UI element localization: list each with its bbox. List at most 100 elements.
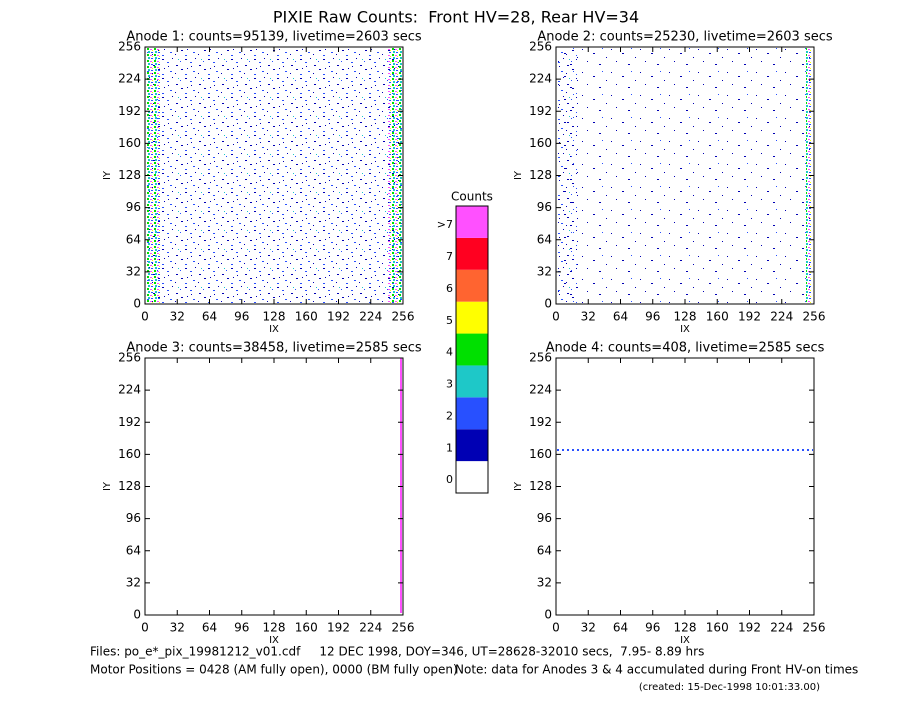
x-tick-label: 96 — [645, 621, 660, 635]
y-tick-label: 128 — [529, 479, 552, 493]
x-tick-label: 224 — [770, 310, 793, 324]
x-tick-label: 160 — [295, 310, 318, 324]
colorbar-swatch — [456, 397, 488, 430]
y-tick-label: 128 — [118, 168, 141, 182]
y-tick-label: 224 — [529, 383, 552, 397]
x-tick-label: 96 — [234, 310, 249, 324]
colorbar-title: Counts — [451, 190, 493, 204]
y-tick-label: 64 — [126, 232, 141, 246]
x-tick-label: 256 — [803, 621, 826, 635]
colorbar-label: 5 — [446, 314, 453, 327]
colorbar-swatch — [456, 237, 488, 270]
footer-files: Files: po_e*_pix_19981212_v01.cdf 12 DEC… — [90, 645, 704, 659]
y-tick-label: 160 — [118, 136, 141, 150]
x-tick-label: 0 — [552, 621, 560, 635]
y-tick-label: 256 — [529, 351, 552, 365]
y-tick-label: 160 — [529, 447, 552, 461]
y-tick-label: 64 — [537, 232, 552, 246]
colorbar-swatch — [456, 365, 488, 398]
colorbar-swatch — [456, 333, 488, 366]
x-tick-label: 96 — [234, 621, 249, 635]
x-tick-label: 32 — [170, 621, 185, 635]
colorbar-label: >7 — [437, 218, 453, 231]
y-tick-label: 160 — [529, 136, 552, 150]
x-tick-label: 32 — [170, 310, 185, 324]
x-axis-label: IX — [269, 324, 279, 335]
plot-frame — [144, 357, 404, 616]
y-tick-label: 64 — [126, 543, 141, 557]
y-tick-label: 224 — [529, 72, 552, 86]
colorbar-label: 6 — [446, 282, 453, 295]
x-tick-label: 64 — [202, 310, 217, 324]
x-tick-label: 128 — [263, 621, 286, 635]
y-tick-label: 32 — [126, 575, 141, 589]
colorbar-label: 4 — [446, 346, 453, 359]
y-tick-label: 32 — [537, 575, 552, 589]
y-tick-label: 256 — [118, 40, 141, 54]
colorbar-swatch — [456, 429, 488, 462]
colorbar-label: 2 — [446, 409, 453, 422]
y-tick-label: 96 — [537, 200, 552, 214]
x-tick-label: 128 — [674, 621, 697, 635]
y-tick-label: 192 — [118, 415, 141, 429]
x-tick-label: 256 — [803, 310, 826, 324]
x-tick-label: 0 — [141, 310, 149, 324]
colorbar-label: 0 — [446, 473, 453, 486]
y-axis-label: IY — [513, 170, 524, 180]
y-tick-label: 128 — [529, 168, 552, 182]
y-axis-label: IY — [102, 170, 113, 180]
footer-note: Note: data for Anodes 3 & 4 accumulated … — [455, 663, 858, 677]
panel-title: Anode 4: counts=408, livetime=2585 secs — [546, 341, 825, 356]
x-tick-label: 224 — [359, 621, 382, 635]
colorbar-swatch — [456, 269, 488, 302]
x-tick-label: 0 — [141, 621, 149, 635]
x-tick-label: 192 — [738, 621, 761, 635]
x-tick-label: 224 — [770, 621, 793, 635]
panel-title: Anode 2: counts=25230, livetime=2603 sec… — [537, 30, 833, 45]
y-tick-label: 32 — [126, 264, 141, 278]
footer-motor: Motor Positions = 0428 (AM fully open), … — [90, 663, 458, 677]
plot-frame — [555, 357, 815, 616]
y-tick-label: 256 — [529, 40, 552, 54]
y-tick-label: 160 — [118, 447, 141, 461]
x-tick-label: 64 — [202, 621, 217, 635]
x-tick-label: 32 — [581, 621, 596, 635]
x-tick-label: 224 — [359, 310, 382, 324]
y-tick-label: 64 — [537, 543, 552, 557]
colorbar-swatch — [456, 206, 488, 238]
image-texture — [146, 48, 813, 613]
colorbar-label: 3 — [446, 378, 453, 391]
page-title: PIXIE Raw Counts: Front HV=28, Rear HV=3… — [273, 8, 639, 27]
x-tick-label: 160 — [295, 621, 318, 635]
x-tick-label: 0 — [552, 310, 560, 324]
x-tick-label: 256 — [392, 310, 415, 324]
y-tick-label: 96 — [537, 511, 552, 525]
y-tick-label: 192 — [529, 415, 552, 429]
x-tick-label: 128 — [674, 310, 697, 324]
x-tick-label: 32 — [581, 310, 596, 324]
y-tick-label: 192 — [529, 104, 552, 118]
x-tick-label: 64 — [613, 621, 628, 635]
colorbar-label: 7 — [446, 250, 453, 263]
panel-title: Anode 3: counts=38458, livetime=2585 sec… — [126, 341, 422, 356]
y-tick-label: 192 — [118, 104, 141, 118]
y-tick-label: 0 — [133, 297, 141, 311]
x-tick-label: 160 — [706, 621, 729, 635]
x-axis-label: IX — [680, 324, 690, 335]
y-tick-label: 256 — [118, 351, 141, 365]
panel-title: Anode 1: counts=95139, livetime=2603 sec… — [126, 30, 422, 45]
x-tick-label: 64 — [613, 310, 628, 324]
y-tick-label: 0 — [544, 297, 552, 311]
y-tick-label: 128 — [118, 479, 141, 493]
y-tick-label: 224 — [118, 383, 141, 397]
x-tick-label: 160 — [706, 310, 729, 324]
y-tick-label: 0 — [133, 608, 141, 622]
y-axis-label: IY — [102, 481, 113, 491]
y-tick-label: 96 — [126, 511, 141, 525]
x-tick-label: 192 — [327, 621, 350, 635]
x-tick-label: 256 — [392, 621, 415, 635]
colorbar-frame — [455, 205, 489, 494]
y-tick-label: 96 — [126, 200, 141, 214]
x-tick-label: 128 — [263, 310, 286, 324]
